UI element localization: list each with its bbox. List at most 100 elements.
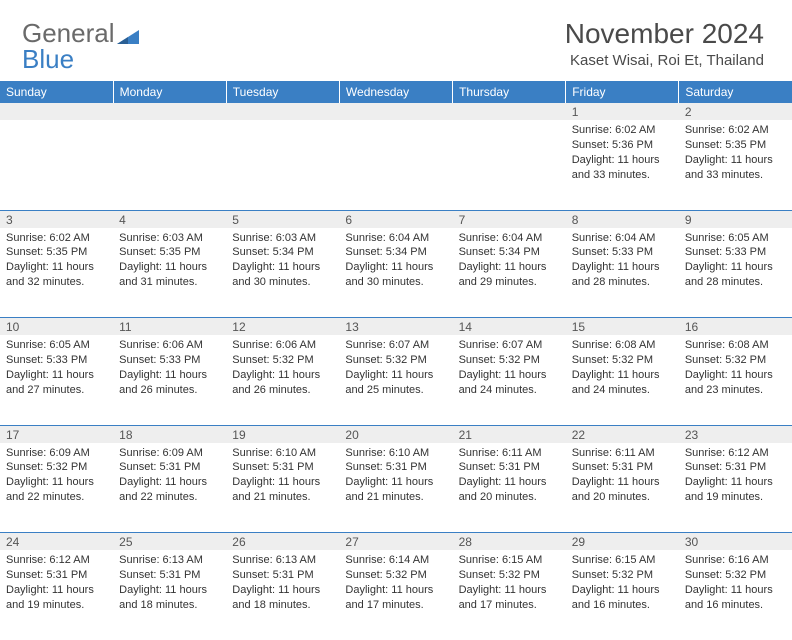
cell-content: Sunrise: 6:02 AMSunset: 5:36 PMDaylight:… — [566, 120, 679, 186]
day-cell — [339, 120, 452, 210]
day-number: 25 — [113, 533, 226, 551]
day-cell: Sunrise: 6:03 AMSunset: 5:34 PMDaylight:… — [226, 228, 339, 318]
sunrise-line: Sunrise: 6:08 AM — [572, 338, 673, 353]
sunrise-line: Sunrise: 6:15 AM — [459, 553, 560, 568]
sunrise-line: Sunrise: 6:06 AM — [232, 338, 333, 353]
sunrise-line: Sunrise: 6:05 AM — [685, 231, 786, 246]
day-number: 2 — [679, 103, 792, 120]
day-cell: Sunrise: 6:08 AMSunset: 5:32 PMDaylight:… — [679, 335, 792, 425]
sunset-line: Sunset: 5:32 PM — [572, 353, 673, 368]
sunrise-line: Sunrise: 6:06 AM — [119, 338, 220, 353]
cell-content: Sunrise: 6:10 AMSunset: 5:31 PMDaylight:… — [339, 443, 452, 509]
cell-content: Sunrise: 6:07 AMSunset: 5:32 PMDaylight:… — [453, 335, 566, 401]
sunrise-line: Sunrise: 6:04 AM — [572, 231, 673, 246]
day-cell — [226, 120, 339, 210]
day-cell: Sunrise: 6:15 AMSunset: 5:32 PMDaylight:… — [453, 550, 566, 640]
daylight-line: Daylight: 11 hours and 22 minutes. — [6, 475, 107, 505]
daylight-line: Daylight: 11 hours and 16 minutes. — [572, 583, 673, 613]
sunrise-line: Sunrise: 6:10 AM — [345, 446, 446, 461]
day-number: 11 — [113, 318, 226, 336]
day-cell: Sunrise: 6:10 AMSunset: 5:31 PMDaylight:… — [339, 443, 452, 533]
day-number: 10 — [0, 318, 113, 336]
day-body-row: Sunrise: 6:02 AMSunset: 5:35 PMDaylight:… — [0, 228, 792, 318]
day-number: 6 — [339, 210, 452, 228]
brand-triangle-icon — [117, 28, 139, 44]
sunrise-line: Sunrise: 6:12 AM — [685, 446, 786, 461]
sunset-line: Sunset: 5:31 PM — [572, 460, 673, 475]
sunrise-line: Sunrise: 6:13 AM — [232, 553, 333, 568]
day-number: 27 — [339, 533, 452, 551]
daylight-line: Daylight: 11 hours and 33 minutes. — [572, 153, 673, 183]
day-number — [453, 103, 566, 120]
day-number-row: 24252627282930 — [0, 533, 792, 551]
day-cell: Sunrise: 6:03 AMSunset: 5:35 PMDaylight:… — [113, 228, 226, 318]
daylight-line: Daylight: 11 hours and 20 minutes. — [459, 475, 560, 505]
day-cell: Sunrise: 6:04 AMSunset: 5:34 PMDaylight:… — [339, 228, 452, 318]
sunrise-line: Sunrise: 6:16 AM — [685, 553, 786, 568]
cell-content: Sunrise: 6:03 AMSunset: 5:35 PMDaylight:… — [113, 228, 226, 294]
cell-content: Sunrise: 6:13 AMSunset: 5:31 PMDaylight:… — [226, 550, 339, 616]
daylight-line: Daylight: 11 hours and 19 minutes. — [6, 583, 107, 613]
day-cell — [453, 120, 566, 210]
sunrise-line: Sunrise: 6:07 AM — [345, 338, 446, 353]
location: Kaset Wisai, Roi Et, Thailand — [565, 52, 764, 69]
sunrise-line: Sunrise: 6:15 AM — [572, 553, 673, 568]
sunrise-line: Sunrise: 6:09 AM — [119, 446, 220, 461]
day-number-row: 10111213141516 — [0, 318, 792, 336]
day-cell: Sunrise: 6:14 AMSunset: 5:32 PMDaylight:… — [339, 550, 452, 640]
day-cell: Sunrise: 6:09 AMSunset: 5:32 PMDaylight:… — [0, 443, 113, 533]
day-number: 23 — [679, 425, 792, 443]
daylight-line: Daylight: 11 hours and 18 minutes. — [232, 583, 333, 613]
day-cell — [0, 120, 113, 210]
sunset-line: Sunset: 5:31 PM — [232, 568, 333, 583]
day-cell: Sunrise: 6:02 AMSunset: 5:35 PMDaylight:… — [679, 120, 792, 210]
daylight-line: Daylight: 11 hours and 22 minutes. — [119, 475, 220, 505]
day-number: 30 — [679, 533, 792, 551]
day-number: 20 — [339, 425, 452, 443]
day-number: 29 — [566, 533, 679, 551]
daylight-line: Daylight: 11 hours and 28 minutes. — [572, 260, 673, 290]
sunset-line: Sunset: 5:35 PM — [685, 138, 786, 153]
day-body-row: Sunrise: 6:12 AMSunset: 5:31 PMDaylight:… — [0, 550, 792, 640]
day-cell: Sunrise: 6:12 AMSunset: 5:31 PMDaylight:… — [0, 550, 113, 640]
sunrise-line: Sunrise: 6:02 AM — [572, 123, 673, 138]
sunrise-line: Sunrise: 6:02 AM — [6, 231, 107, 246]
daylight-line: Daylight: 11 hours and 17 minutes. — [345, 583, 446, 613]
header: General November 2024 Kaset Wisai, Roi E… — [0, 0, 792, 75]
cell-content: Sunrise: 6:02 AMSunset: 5:35 PMDaylight:… — [679, 120, 792, 186]
day-number — [0, 103, 113, 120]
day-number: 21 — [453, 425, 566, 443]
day-number: 28 — [453, 533, 566, 551]
day-number: 26 — [226, 533, 339, 551]
sunrise-line: Sunrise: 6:03 AM — [232, 231, 333, 246]
day-number: 3 — [0, 210, 113, 228]
sunset-line: Sunset: 5:32 PM — [232, 353, 333, 368]
day-number-row: 3456789 — [0, 210, 792, 228]
day-cell: Sunrise: 6:05 AMSunset: 5:33 PMDaylight:… — [679, 228, 792, 318]
sunset-line: Sunset: 5:31 PM — [685, 460, 786, 475]
daylight-line: Daylight: 11 hours and 28 minutes. — [685, 260, 786, 290]
cell-content: Sunrise: 6:09 AMSunset: 5:32 PMDaylight:… — [0, 443, 113, 509]
sunset-line: Sunset: 5:31 PM — [232, 460, 333, 475]
day-number-row: 17181920212223 — [0, 425, 792, 443]
sunrise-line: Sunrise: 6:14 AM — [345, 553, 446, 568]
cell-content: Sunrise: 6:04 AMSunset: 5:34 PMDaylight:… — [453, 228, 566, 294]
day-number — [339, 103, 452, 120]
cell-content: Sunrise: 6:02 AMSunset: 5:35 PMDaylight:… — [0, 228, 113, 294]
sunset-line: Sunset: 5:32 PM — [572, 568, 673, 583]
cell-content: Sunrise: 6:04 AMSunset: 5:34 PMDaylight:… — [339, 228, 452, 294]
sunset-line: Sunset: 5:33 PM — [6, 353, 107, 368]
sunrise-line: Sunrise: 6:09 AM — [6, 446, 107, 461]
daylight-line: Daylight: 11 hours and 19 minutes. — [685, 475, 786, 505]
day-number: 13 — [339, 318, 452, 336]
daylight-line: Daylight: 11 hours and 20 minutes. — [572, 475, 673, 505]
daylight-line: Daylight: 11 hours and 30 minutes. — [232, 260, 333, 290]
day-body-row: Sunrise: 6:02 AMSunset: 5:36 PMDaylight:… — [0, 120, 792, 210]
sunrise-line: Sunrise: 6:11 AM — [459, 446, 560, 461]
day-number: 14 — [453, 318, 566, 336]
sunrise-line: Sunrise: 6:05 AM — [6, 338, 107, 353]
day-cell: Sunrise: 6:12 AMSunset: 5:31 PMDaylight:… — [679, 443, 792, 533]
sunset-line: Sunset: 5:33 PM — [572, 245, 673, 260]
calendar-table: Sunday Monday Tuesday Wednesday Thursday… — [0, 81, 792, 640]
daylight-line: Daylight: 11 hours and 29 minutes. — [459, 260, 560, 290]
